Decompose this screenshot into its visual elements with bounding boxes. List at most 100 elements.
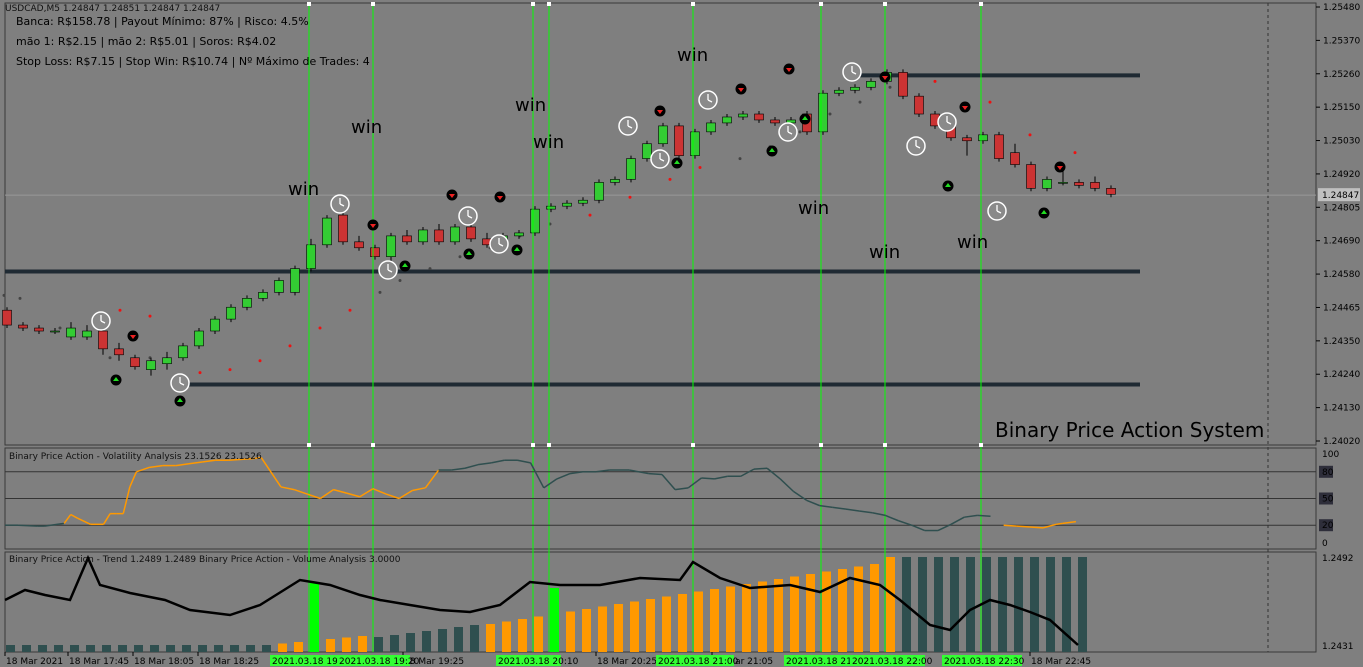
- volatility-line-segment: [517, 459, 531, 464]
- sar-dot: [988, 100, 992, 104]
- level-badge: [1319, 492, 1333, 505]
- volume-bar: [406, 633, 415, 652]
- volatility-line-segment: [306, 493, 321, 500]
- volatility-line-segment: [424, 469, 440, 489]
- signal-time-label: 2021.03.18 21:: [786, 657, 855, 667]
- sar-dot: [888, 85, 892, 89]
- volume-bar: [70, 645, 79, 652]
- volatility-line-segment: [556, 472, 571, 480]
- candle: [610, 179, 620, 183]
- volatility-line-segment: [753, 467, 768, 470]
- volatility-line-segment: [937, 523, 952, 532]
- clock-icon: [987, 201, 1007, 221]
- volatility-line-segment: [129, 471, 138, 488]
- volatility-line-segment: [372, 488, 387, 495]
- volatility-line-segment: [359, 488, 374, 498]
- signal-time-badge: [270, 655, 338, 666]
- candle: [82, 330, 92, 338]
- volume-bar: [966, 557, 975, 652]
- candle: [706, 122, 716, 133]
- main-panel: [4, 2, 1317, 446]
- candle: [818, 92, 828, 133]
- stop-info: Stop Loss: R$7.15 | Stop Win: R$10.74 | …: [16, 55, 370, 68]
- candle: [530, 208, 540, 234]
- time-tick-label: 18 Mar 18:25: [199, 657, 259, 667]
- volume-bar: [662, 596, 671, 652]
- signal-marker: [547, 443, 551, 447]
- volatility-line-segment: [1042, 523, 1057, 529]
- volume-bar: [630, 601, 639, 652]
- volatility-line-segment: [648, 472, 663, 476]
- sell-arrow-icon: [446, 189, 458, 201]
- time-tick-label: 18 Mar 2021: [6, 657, 63, 667]
- volatility-line-segment: [819, 504, 833, 509]
- volatility-line-segment: [122, 486, 131, 514]
- candle: [642, 143, 652, 159]
- candle: [578, 199, 588, 204]
- volatility-line-segment: [412, 487, 426, 492]
- candle: [994, 134, 1004, 159]
- volatility-line-segment: [629, 469, 649, 475]
- sar-dot: [588, 213, 592, 217]
- volatility-line-segment: [398, 489, 413, 500]
- volume-bar: [694, 591, 703, 652]
- sell-arrow-icon: [654, 105, 666, 117]
- volume-bar: [998, 557, 1007, 652]
- volatility-line-segment: [714, 475, 728, 480]
- candle: [338, 214, 348, 243]
- win-label: win: [515, 95, 546, 116]
- volatility-line-segment: [102, 513, 111, 525]
- volume-bar: [374, 637, 383, 652]
- volatility-line-segment: [872, 512, 886, 517]
- sell-arrow-icon: [783, 63, 795, 75]
- volume-panel: [4, 551, 1317, 653]
- sar-dot: [348, 308, 352, 312]
- volatility-line-segment: [569, 471, 584, 475]
- clock-icon: [842, 62, 862, 82]
- win-label: win: [677, 45, 708, 66]
- volume-bar: [918, 557, 927, 652]
- sar-dot: [698, 166, 702, 170]
- candle: [98, 330, 108, 350]
- volume-bar: [854, 566, 863, 652]
- volatility-line-segment: [175, 463, 190, 467]
- volume-bar: [86, 645, 95, 652]
- clock-icon: [170, 373, 190, 393]
- signal-marker: [531, 443, 535, 447]
- volatility-line-segment: [1056, 522, 1063, 526]
- buy-arrow-icon: [942, 180, 954, 192]
- price-tick-label: 1.24465: [1323, 303, 1360, 313]
- volatility-line-segment: [333, 488, 347, 494]
- volume-bar: [550, 588, 559, 652]
- win-label: win: [798, 198, 829, 219]
- volatility-line-segment: [260, 457, 282, 488]
- price-tick-label: 1.24240: [1323, 370, 1360, 380]
- volume-bar: [326, 639, 335, 652]
- volatility-line-segment: [779, 478, 794, 492]
- volatility-line-segment: [228, 458, 242, 461]
- level-badge: [1319, 519, 1333, 532]
- volatility-level-label: 50: [1322, 495, 1334, 505]
- price-tick-label: 1.24580: [1323, 270, 1360, 280]
- candle: [210, 318, 220, 332]
- signal-time-label: 2021.03.18 19:: [272, 657, 341, 667]
- volatility-line-segment: [950, 516, 965, 525]
- volume-bar: [934, 557, 943, 652]
- volume-bar: [390, 635, 399, 652]
- volatility-line-segment: [687, 477, 702, 489]
- volatility-line-segment: [385, 493, 400, 500]
- candle: [914, 95, 924, 115]
- volume-bar: [710, 589, 719, 652]
- sar-dot: [58, 326, 62, 330]
- price-tick-label: 1.24350: [1323, 337, 1360, 347]
- signal-marker: [531, 2, 535, 6]
- candle: [722, 116, 732, 124]
- volume-bar: [806, 574, 815, 652]
- price-tick-label: 1.25030: [1323, 137, 1360, 147]
- sar-dot: [148, 314, 152, 318]
- volume-bar: [166, 645, 175, 652]
- volatility-line-segment: [1029, 526, 1044, 529]
- price-tick-label: 1.24920: [1323, 170, 1360, 180]
- sell-arrow-icon: [959, 101, 971, 113]
- signal-time-badge: [337, 655, 410, 666]
